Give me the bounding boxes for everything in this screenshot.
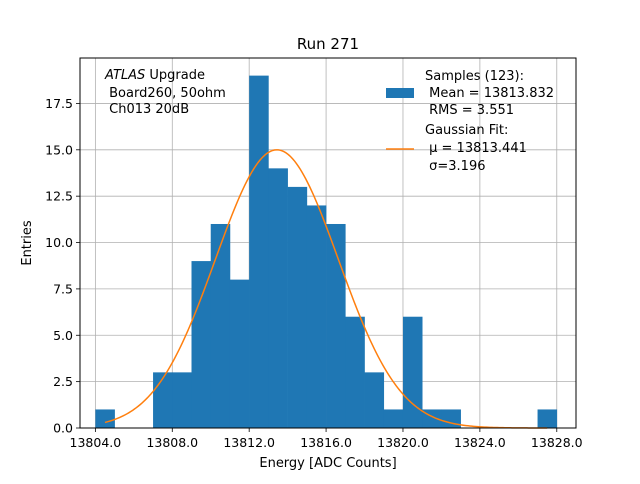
x-tick-label: 13808.0 [146,435,198,450]
x-tick-label: 13820.0 [377,435,429,450]
y-tick-label: 10.0 [45,235,73,250]
histogram-bar [172,372,192,428]
plot-frame [79,57,577,429]
x-axis-ticks: 13804.0 13808.0 13812.0 13816.0 13820.0 13824… [70,428,583,450]
y-axis-label: Entries [20,220,35,266]
y-tick-label: 17.5 [45,96,73,111]
legend-samples-rms: RMS = 3.551 [425,103,514,118]
histogram-bar [95,409,115,428]
annotation-line-2: Board260, 50ohm [105,86,226,101]
histogram-bar [383,409,404,428]
x-tick-label: 13812.0 [223,435,275,450]
histogram-bar [306,205,327,428]
legend-samples-mean: Mean = 13813.832 [425,86,554,101]
x-tick-label: 13828.0 [531,435,583,450]
legend: Samples (123): Mean = 13813.832 RMS = 3.… [386,69,554,174]
x-tick-label: 13824.0 [454,435,506,450]
histogram-bar [345,316,365,428]
histogram-bar [287,186,308,428]
histogram-bar [210,223,231,428]
chart-title: Run 271 [297,35,359,53]
x-tick-label: 13804.0 [70,435,122,450]
legend-swatch-samples [386,88,414,98]
y-tick-label: 15.0 [45,142,73,157]
x-tick-label: 13816.0 [300,435,352,450]
histogram-bar [229,279,250,428]
histogram-bar [364,372,385,428]
histogram-bar [153,372,173,428]
histogram-bar [268,168,288,428]
y-axis-ticks: 0.0 2.5 5.0 7.5 10.0 12.5 15.0 17.5 [45,96,80,436]
y-tick-label: 12.5 [45,189,73,204]
legend-samples-title: Samples (123): [425,69,524,84]
annotation-upgrade: Upgrade [145,68,205,83]
y-tick-label: 5.0 [53,328,73,343]
y-tick-label: 2.5 [53,374,73,389]
annotation-box: ATLAS Upgrade Board260, 50ohm Ch013 20dB [104,68,226,117]
histogram-bar [326,223,346,428]
x-axis-label: Energy [ADC Counts] [259,456,396,471]
annotation-atlas: ATLAS [104,68,145,83]
y-tick-label: 7.5 [53,281,73,296]
y-tick-label: 0.0 [53,421,73,436]
gaussian-fit-curve [104,149,548,429]
histogram-bar [402,316,423,428]
legend-fit-sigma: σ=3.196 [425,159,485,174]
histogram-bar [537,409,558,428]
histogram-bars [95,75,558,428]
histogram-bar [441,409,461,428]
histogram-bar [249,75,269,428]
annotation-line-1: ATLAS Upgrade [104,68,205,83]
legend-fit-mu: μ = 13813.441 [425,141,527,156]
annotation-line-3: Ch013 20dB [105,102,189,117]
gaussian-fit [104,149,548,429]
legend-fit-title: Gaussian Fit: [425,123,508,138]
histogram-bar [191,261,212,428]
